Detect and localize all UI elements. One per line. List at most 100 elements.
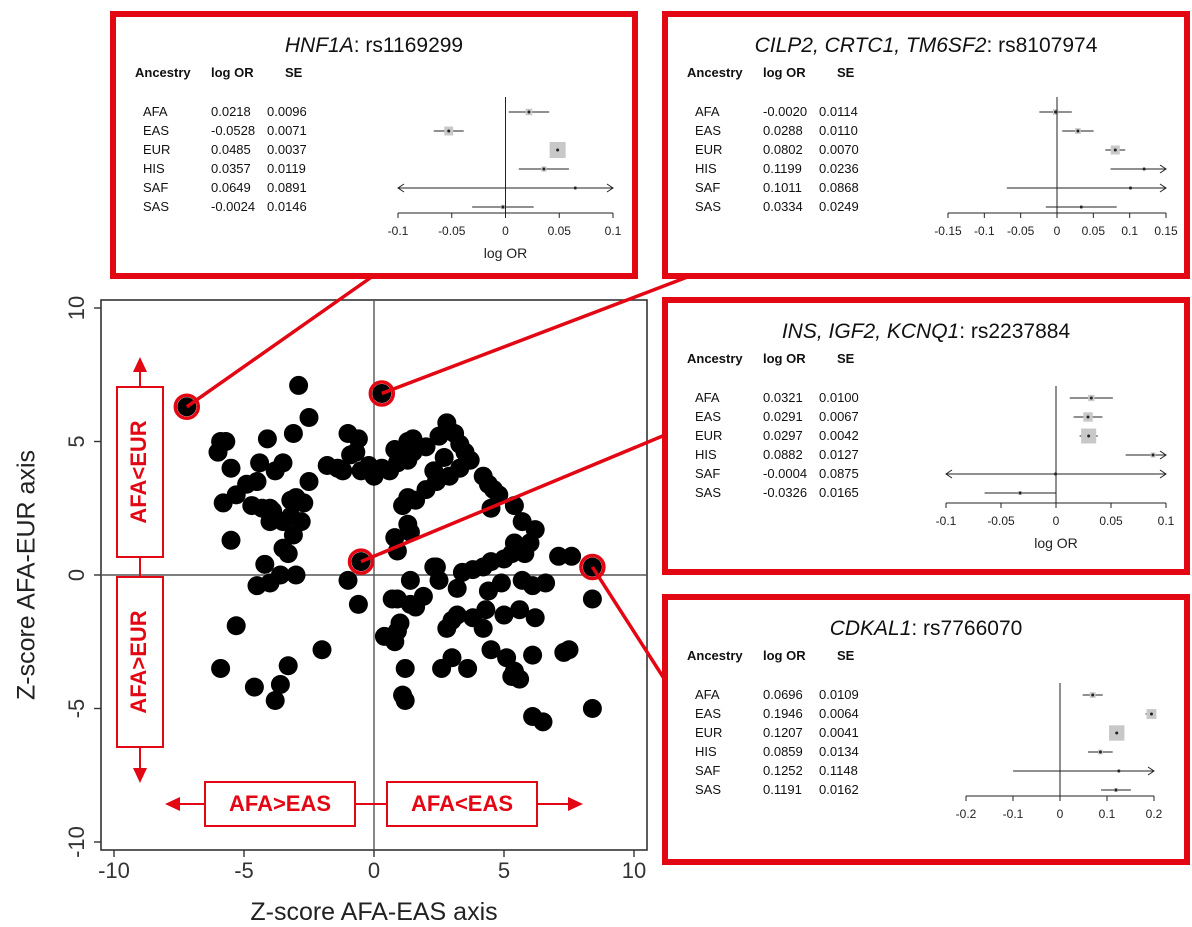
- forest-x-tick-label: -0.05: [987, 514, 1015, 528]
- data-point: [434, 448, 454, 468]
- row-se: 0.0109: [819, 687, 859, 702]
- row-se: 0.0067: [819, 409, 859, 424]
- forest-x-tick-label: 0: [1054, 224, 1061, 238]
- row-log-or: 0.0357: [211, 161, 251, 176]
- row-log-or: 0.0859: [763, 744, 803, 759]
- row-ancestry: SAF: [143, 180, 168, 195]
- data-point: [400, 522, 420, 542]
- row-se: 0.1148: [819, 763, 858, 778]
- estimate-dot: [1086, 415, 1090, 419]
- data-point: [333, 461, 353, 481]
- forest-x-tick-label: 0.1: [1158, 514, 1175, 528]
- row-se: 0.0134: [819, 744, 859, 759]
- row-log-or: -0.0326: [763, 485, 807, 500]
- row-se: 0.0165: [819, 485, 859, 500]
- forest-x-tick-label: -0.2: [956, 807, 977, 821]
- row-log-or: 0.0882: [763, 447, 803, 462]
- row-log-or: 0.1199: [763, 161, 802, 176]
- row-se: 0.0162: [819, 782, 859, 797]
- gene-name: INS, IGF2, KCNQ1: [782, 320, 959, 343]
- data-point: [439, 466, 459, 486]
- panel-border: [110, 11, 638, 279]
- data-point: [273, 453, 293, 473]
- forest-x-tick-label: 0.05: [1099, 514, 1123, 528]
- row-log-or: 0.0649: [211, 180, 251, 195]
- forest-x-tick-label: -0.1: [974, 224, 995, 238]
- data-point: [549, 546, 569, 566]
- arrow-head-right: [568, 797, 583, 811]
- forest-x-tick-label: 0: [502, 224, 509, 238]
- estimate-dot: [1076, 129, 1080, 133]
- scatter-plot: -10 -5 0 5 10 10 5 0 -5 -10 Z-score AFA-EAS axis Z-…: [13, 296, 648, 926]
- estimate-dot: [1149, 712, 1153, 716]
- row-ancestry: SAF: [695, 180, 720, 195]
- row-ancestry: SAS: [695, 199, 721, 214]
- row-ancestry: EUR: [695, 142, 722, 157]
- y-tick-label: 10: [64, 296, 89, 320]
- data-point: [559, 640, 579, 660]
- row-ancestry: SAF: [695, 466, 720, 481]
- data-point: [416, 437, 436, 457]
- row-log-or: 0.0321: [763, 390, 803, 405]
- estimate-dot: [1128, 186, 1132, 190]
- data-point: [510, 600, 530, 620]
- row-ancestry: HIS: [695, 744, 717, 759]
- row-se: 0.0236: [819, 161, 859, 176]
- forest-x-tick-label: 0.05: [548, 224, 572, 238]
- row-ancestry: EAS: [695, 409, 721, 424]
- label-afa-lt-eur: AFA<EUR: [126, 420, 151, 523]
- row-ancestry: AFA: [695, 687, 720, 702]
- row-se: 0.0041: [819, 725, 859, 740]
- row-ancestry: AFA: [695, 390, 720, 405]
- data-point: [265, 690, 285, 710]
- estimate-dot: [527, 110, 531, 114]
- row-se: 0.0110: [819, 123, 858, 138]
- ci-arrow-right: [1159, 183, 1167, 193]
- data-point: [447, 578, 467, 598]
- row-se: 0.0071: [267, 123, 307, 138]
- label-afa-gt-eur-box: [116, 576, 164, 748]
- row-log-or: 0.0291: [763, 409, 803, 424]
- row-ancestry: EAS: [695, 123, 721, 138]
- x-axis-label: Z-score AFA-EAS axis: [250, 898, 497, 926]
- ci-arrow-left: [945, 469, 953, 479]
- row-log-or: 0.0334: [763, 199, 803, 214]
- forest-x-tick-label: 0: [1057, 807, 1064, 821]
- row-ancestry: HIS: [695, 447, 717, 462]
- estimate-dot: [1113, 148, 1117, 152]
- label-afa-gt-eur: AFA>EUR: [126, 610, 151, 713]
- data-point: [582, 698, 602, 718]
- header-ancestry: Ancestry: [687, 351, 743, 366]
- data-point: [283, 423, 303, 443]
- callout-connector: [590, 566, 667, 681]
- data-point: [582, 589, 602, 609]
- header-log-or: log OR: [763, 648, 806, 663]
- y-tick-label: 0: [64, 569, 89, 581]
- row-se: 0.0891: [267, 180, 307, 195]
- data-point: [278, 656, 298, 676]
- data-point: [338, 570, 358, 590]
- panel-title: CDKAL1: rs7766070: [830, 617, 1023, 640]
- row-log-or: 0.1011: [763, 180, 802, 195]
- forest-x-tick-label: 0.1: [1099, 807, 1116, 821]
- data-point: [523, 645, 543, 665]
- row-log-or: 0.1252: [763, 763, 803, 778]
- header-ancestry: Ancestry: [135, 65, 191, 80]
- ci-arrow-right: [1159, 164, 1167, 174]
- row-ancestry: AFA: [695, 104, 720, 119]
- label-afa-gt-eas: AFA>EAS: [229, 791, 331, 816]
- header-se: SE: [837, 351, 855, 366]
- forest-x-tick-label: 0.05: [1082, 224, 1106, 238]
- snp-id: : rs8107974: [986, 34, 1097, 57]
- row-se: 0.0119: [267, 161, 306, 176]
- row-log-or: 0.0297: [763, 428, 803, 443]
- x-tick-label: 5: [498, 858, 510, 883]
- arrow-head-down: [133, 768, 147, 783]
- callout-connector: [360, 433, 666, 564]
- data-point: [286, 565, 306, 585]
- panel-border: [662, 297, 1190, 575]
- row-se: 0.0037: [267, 142, 307, 157]
- row-log-or: 0.1191: [763, 782, 802, 797]
- estimate-dot: [556, 148, 560, 152]
- data-point: [536, 573, 556, 593]
